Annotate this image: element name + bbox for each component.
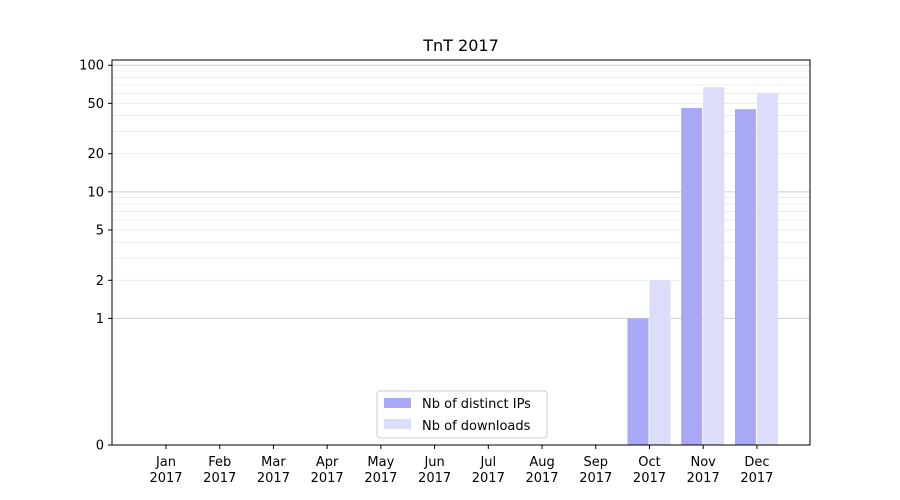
x-tick-label: Nov 2017	[687, 455, 720, 486]
y-tick-label: 5	[96, 223, 104, 238]
y-tick-label: 1	[96, 312, 104, 327]
x-tick-label: May 2017	[364, 455, 397, 486]
bar-downloads	[756, 93, 778, 445]
x-tick-label: Jun 2017	[418, 455, 451, 486]
y-tick-label: 50	[87, 97, 104, 112]
bar-distinct-ips	[734, 109, 756, 446]
y-tick-label: 10	[87, 185, 104, 200]
x-tick-label: Apr 2017	[311, 455, 344, 486]
legend-label-distinct-ips: Nb of distinct IPs	[422, 397, 531, 412]
bars-layer	[627, 87, 778, 446]
x-tick-label: Oct 2017	[633, 455, 666, 486]
x-tick-label: Jul 2017	[472, 455, 505, 486]
legend-swatch-downloads	[384, 419, 411, 429]
legend-label-downloads: Nb of downloads	[422, 419, 531, 434]
legend: Nb of distinct IPs Nb of downloads	[376, 390, 548, 439]
chart-title: TnT 2017	[422, 36, 499, 55]
y-tick-label: 20	[87, 147, 104, 162]
y-tick-label: 2	[96, 274, 104, 289]
plot-frame	[111, 59, 811, 446]
y-tick-label: 0	[96, 439, 104, 454]
x-tick-label: Dec 2017	[740, 455, 773, 486]
y-axis: 0 1 2 5 10 20 50 100	[79, 59, 112, 454]
bar-distinct-ips	[681, 107, 703, 446]
bar-distinct-ips	[627, 318, 649, 445]
x-tick-label: Feb 2017	[203, 455, 236, 486]
bar-downloads	[703, 87, 725, 445]
x-tick-label: Jan 2017	[149, 455, 182, 486]
legend-box	[376, 390, 548, 439]
bar-downloads	[649, 280, 671, 445]
x-axis: Jan 2017 Feb 2017 Mar 2017 Apr 2017 May 2017 Jun 20…	[149, 445, 773, 486]
x-tick-label: Sep 2017	[579, 455, 612, 486]
y-tick-label: 100	[79, 59, 104, 74]
legend-swatch-distinct-ips	[384, 398, 411, 408]
x-tick-label: Aug 2017	[525, 455, 558, 486]
x-tick-label: Mar 2017	[257, 455, 290, 486]
